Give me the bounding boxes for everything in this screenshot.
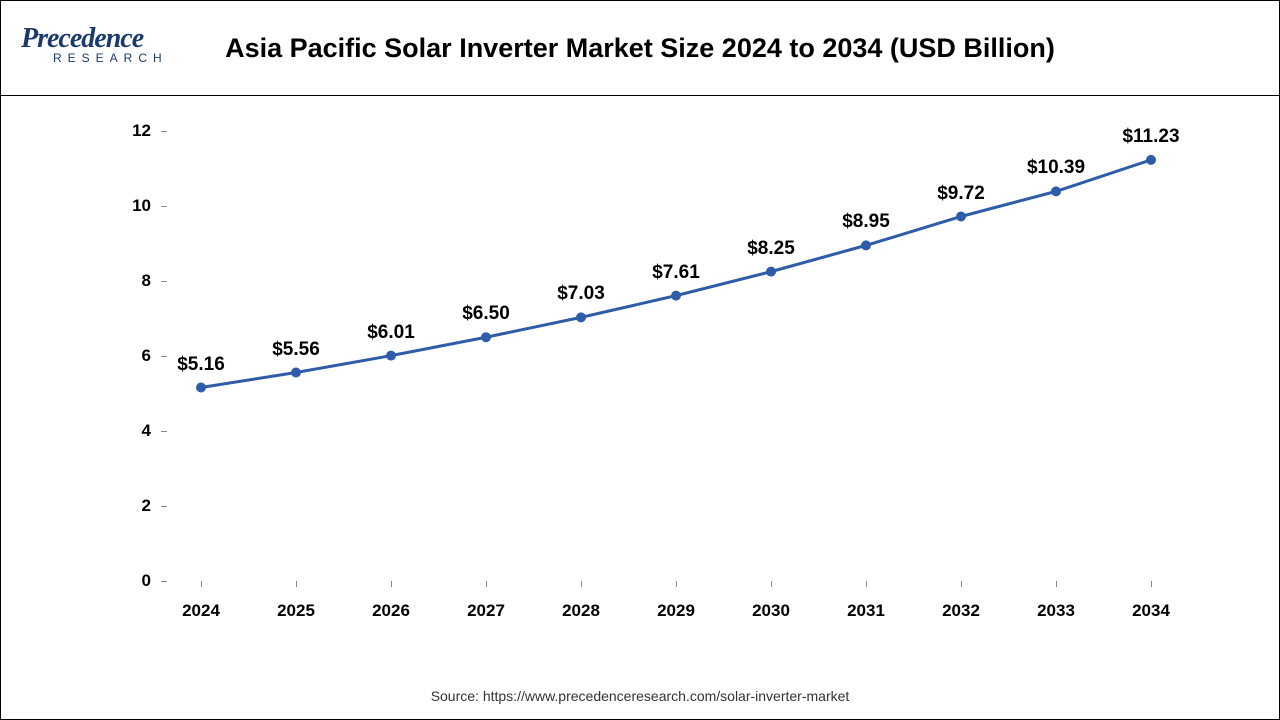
data-marker — [481, 332, 491, 342]
data-point-label: $6.50 — [462, 303, 510, 325]
y-axis-tick-mark — [161, 506, 167, 507]
source-citation: Source: https://www.precedenceresearch.c… — [1, 688, 1279, 704]
x-axis-tick-label: 2026 — [372, 601, 410, 621]
x-axis-tick-label: 2030 — [752, 601, 790, 621]
x-axis-tick-mark — [581, 581, 582, 587]
data-point-label: $10.39 — [1027, 157, 1085, 179]
data-marker — [576, 312, 586, 322]
x-axis-tick-mark — [486, 581, 487, 587]
chart-title: Asia Pacific Solar Inverter Market Size … — [21, 33, 1259, 64]
data-marker — [386, 351, 396, 361]
x-axis-tick-label: 2029 — [657, 601, 695, 621]
x-axis-tick-mark — [201, 581, 202, 587]
x-axis-tick-mark — [391, 581, 392, 587]
data-marker — [1146, 155, 1156, 165]
chart-area: 0246810122024202520262027202820292030203… — [111, 131, 1191, 621]
x-axis-tick-label: 2032 — [942, 601, 980, 621]
data-marker — [291, 368, 301, 378]
x-axis-tick-label: 2034 — [1132, 601, 1170, 621]
y-axis-tick-mark — [161, 281, 167, 282]
data-marker — [1051, 186, 1061, 196]
data-point-label: $5.56 — [272, 339, 320, 361]
x-axis-tick-mark — [1151, 581, 1152, 587]
y-axis-tick-label: 8 — [111, 271, 151, 291]
x-axis-tick-mark — [771, 581, 772, 587]
data-point-label: $8.25 — [747, 238, 795, 260]
x-axis-tick-mark — [296, 581, 297, 587]
y-axis-tick-label: 10 — [111, 196, 151, 216]
y-axis-tick-mark — [161, 206, 167, 207]
brand-logo: Precedence RESEARCH — [21, 23, 168, 65]
data-marker — [766, 267, 776, 277]
data-point-label: $11.23 — [1122, 126, 1179, 148]
x-axis-tick-label: 2031 — [847, 601, 885, 621]
data-marker — [861, 240, 871, 250]
data-point-label: $6.01 — [367, 322, 415, 344]
x-axis-tick-mark — [961, 581, 962, 587]
x-axis-tick-label: 2033 — [1037, 601, 1075, 621]
chart-svg — [111, 131, 1191, 621]
y-axis-tick-label: 6 — [111, 346, 151, 366]
data-marker — [671, 291, 681, 301]
x-axis-tick-label: 2024 — [182, 601, 220, 621]
data-marker — [196, 383, 206, 393]
y-axis-tick-label: 0 — [111, 571, 151, 591]
header-bar: Precedence RESEARCH Asia Pacific Solar I… — [1, 1, 1279, 96]
data-point-label: $8.95 — [842, 211, 890, 233]
y-axis-tick-label: 12 — [111, 121, 151, 141]
x-axis-tick-label: 2027 — [467, 601, 505, 621]
data-point-label: $7.03 — [557, 283, 605, 305]
x-axis-tick-mark — [866, 581, 867, 587]
data-point-label: $5.16 — [177, 354, 225, 376]
y-axis-tick-label: 2 — [111, 496, 151, 516]
x-axis-tick-mark — [1056, 581, 1057, 587]
x-axis-tick-mark — [676, 581, 677, 587]
data-marker — [956, 212, 966, 222]
data-point-label: $9.72 — [937, 183, 985, 205]
y-axis-tick-label: 4 — [111, 421, 151, 441]
y-axis-tick-mark — [161, 431, 167, 432]
x-axis-tick-label: 2025 — [277, 601, 315, 621]
chart-frame: Precedence RESEARCH Asia Pacific Solar I… — [0, 0, 1280, 720]
y-axis-tick-mark — [161, 131, 167, 132]
y-axis-tick-mark — [161, 356, 167, 357]
logo-wordmark-bottom: RESEARCH — [53, 51, 168, 65]
y-axis-tick-mark — [161, 581, 167, 582]
data-point-label: $7.61 — [652, 262, 700, 284]
x-axis-tick-label: 2028 — [562, 601, 600, 621]
